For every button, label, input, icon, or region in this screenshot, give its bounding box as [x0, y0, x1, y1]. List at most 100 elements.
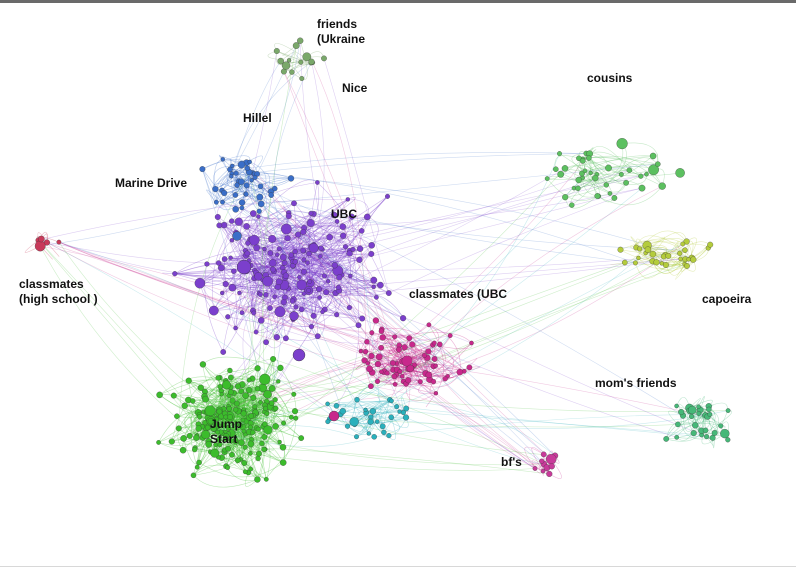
node — [245, 240, 251, 246]
edge — [58, 241, 429, 352]
node — [261, 446, 267, 453]
node — [333, 403, 340, 409]
edge — [174, 259, 360, 274]
node — [374, 378, 381, 384]
node — [257, 317, 265, 324]
edge — [406, 364, 421, 384]
edge — [271, 215, 290, 264]
node — [204, 405, 216, 417]
edge — [647, 248, 662, 250]
node — [272, 185, 278, 192]
node — [320, 309, 325, 315]
edge — [301, 222, 316, 286]
node — [371, 284, 376, 290]
hub-node — [236, 259, 252, 275]
edge — [281, 61, 301, 73]
node — [234, 457, 241, 464]
edge — [253, 277, 300, 314]
node — [696, 411, 702, 416]
edge — [432, 344, 552, 460]
node — [273, 48, 280, 54]
node — [339, 408, 346, 415]
edge — [288, 235, 344, 289]
edge — [405, 417, 544, 465]
node — [318, 245, 324, 251]
node — [638, 184, 646, 192]
cluster-label: classmates — [19, 277, 84, 291]
node — [273, 334, 280, 341]
edge — [231, 173, 545, 465]
node — [233, 400, 240, 407]
edge — [279, 168, 566, 312]
edge — [314, 264, 335, 312]
edge — [259, 221, 338, 276]
node — [244, 165, 250, 171]
node — [242, 444, 248, 450]
edge — [635, 238, 653, 262]
node — [561, 165, 569, 172]
edge — [309, 264, 352, 282]
edge — [199, 405, 208, 417]
edge — [388, 197, 615, 294]
node — [34, 240, 46, 252]
node — [274, 306, 286, 318]
node — [293, 304, 299, 310]
edge — [706, 436, 714, 446]
node — [255, 450, 262, 457]
edge — [333, 215, 339, 229]
edge — [232, 287, 312, 327]
edge — [394, 332, 472, 344]
edge — [708, 402, 728, 427]
node — [379, 423, 386, 430]
node — [437, 341, 443, 348]
edge — [224, 220, 243, 261]
edge — [245, 389, 254, 472]
edge — [665, 241, 711, 266]
edge — [564, 155, 654, 169]
edge — [174, 235, 344, 275]
node — [544, 176, 550, 181]
edge — [246, 226, 267, 276]
edge — [293, 262, 335, 300]
node — [229, 397, 236, 404]
edge — [231, 173, 692, 259]
edge — [295, 265, 336, 308]
node — [298, 59, 304, 65]
edge — [213, 243, 250, 311]
edge — [251, 412, 267, 480]
edge — [226, 253, 372, 386]
node — [197, 384, 204, 391]
node — [659, 261, 664, 266]
edge — [182, 424, 241, 451]
edge — [184, 405, 265, 425]
node — [241, 428, 247, 434]
edge — [241, 177, 292, 209]
edge — [635, 235, 686, 251]
edge — [46, 242, 348, 427]
node — [562, 194, 569, 201]
node — [331, 262, 338, 269]
node — [241, 460, 248, 466]
edge — [231, 182, 318, 222]
node — [261, 434, 268, 440]
node — [611, 195, 618, 201]
edge — [620, 249, 688, 267]
edge — [202, 364, 258, 391]
node — [379, 369, 384, 375]
edge — [235, 358, 274, 411]
edge — [318, 216, 354, 290]
node — [272, 294, 277, 299]
node — [208, 305, 219, 316]
edge — [171, 439, 284, 463]
edge — [401, 185, 663, 377]
edge — [286, 228, 318, 316]
edge — [307, 182, 318, 316]
edge — [597, 185, 663, 206]
node — [279, 459, 287, 466]
node — [718, 423, 724, 429]
edge — [345, 275, 363, 319]
node — [293, 415, 299, 421]
edge — [385, 369, 396, 385]
edge — [589, 145, 630, 171]
